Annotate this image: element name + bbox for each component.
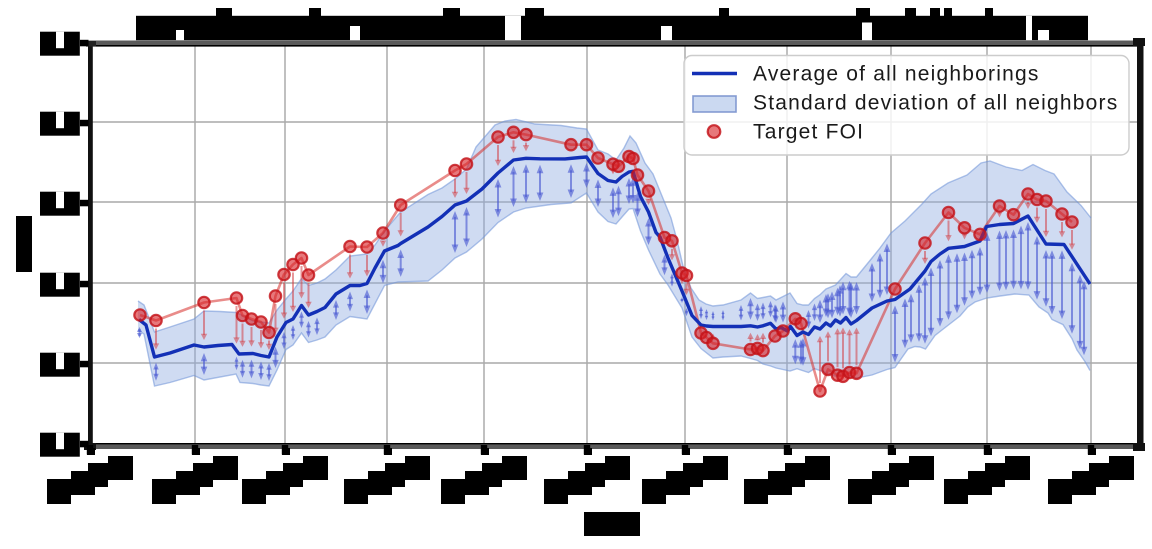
svg-text:Standard deviation of all neig: Standard deviation of all neighbors [753,92,1118,115]
svg-text:Average of all neighborings: Average of all neighborings [753,63,1040,86]
svg-text:Target FOI: Target FOI [753,121,864,144]
